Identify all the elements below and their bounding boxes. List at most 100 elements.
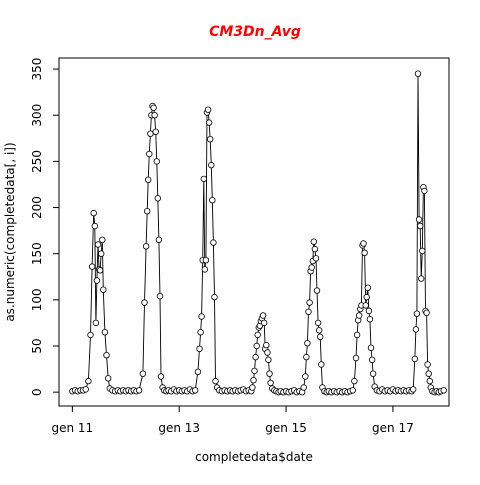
data-point bbox=[152, 128, 159, 135]
data-point bbox=[87, 331, 94, 339]
data-point bbox=[265, 356, 272, 363]
data-point bbox=[306, 299, 313, 306]
data-point bbox=[196, 345, 203, 352]
data-point bbox=[418, 275, 425, 282]
data-point bbox=[97, 250, 105, 257]
data-point bbox=[204, 106, 212, 113]
y-tick-label: 150 bbox=[30, 242, 44, 265]
data-point bbox=[93, 277, 101, 284]
data-point bbox=[363, 293, 370, 301]
data-point bbox=[91, 222, 98, 230]
x-tick-label: gen 13 bbox=[158, 421, 200, 435]
data-point bbox=[353, 331, 361, 339]
data-point bbox=[314, 319, 322, 327]
data-point bbox=[142, 243, 150, 250]
data-point bbox=[263, 341, 270, 349]
y-tick-label: 200 bbox=[30, 196, 44, 219]
data-point bbox=[304, 340, 311, 347]
data-point bbox=[210, 239, 217, 246]
data-point bbox=[139, 370, 147, 377]
data-point bbox=[251, 367, 258, 375]
data-point bbox=[303, 353, 310, 361]
data-point bbox=[156, 293, 164, 300]
data-point bbox=[440, 387, 447, 394]
data-point bbox=[413, 310, 421, 317]
data-point bbox=[360, 240, 367, 247]
plot-frame bbox=[58, 57, 450, 407]
data-point bbox=[209, 196, 216, 204]
data-point bbox=[300, 384, 307, 391]
data-point bbox=[146, 150, 153, 158]
data-point bbox=[253, 342, 260, 350]
data-point bbox=[410, 386, 417, 393]
data-point bbox=[424, 361, 431, 368]
x-tick-label: gen 17 bbox=[372, 421, 414, 435]
data-point bbox=[101, 329, 109, 336]
data-point bbox=[311, 245, 319, 253]
data-point bbox=[212, 377, 219, 385]
data-point bbox=[423, 309, 430, 316]
data-point bbox=[415, 216, 423, 223]
data-point bbox=[411, 355, 418, 363]
data-point bbox=[200, 175, 207, 183]
data-point bbox=[202, 257, 210, 264]
data-point bbox=[155, 236, 163, 243]
data-point bbox=[349, 387, 356, 394]
data-point bbox=[310, 238, 317, 245]
data-point bbox=[421, 187, 428, 195]
x-axis-label: completedata$date bbox=[195, 450, 313, 464]
data-point bbox=[151, 111, 158, 119]
data-point bbox=[366, 316, 374, 323]
data-point bbox=[356, 312, 363, 319]
data-point bbox=[362, 302, 369, 309]
data-point bbox=[201, 266, 208, 273]
data-point bbox=[99, 236, 106, 243]
data-point bbox=[100, 286, 107, 293]
series-points-group bbox=[69, 70, 447, 396]
data-point bbox=[141, 299, 148, 306]
data-point bbox=[259, 312, 267, 319]
y-tick-label: 300 bbox=[30, 104, 44, 127]
data-point bbox=[252, 353, 259, 361]
data-point bbox=[361, 249, 368, 256]
data-point bbox=[82, 386, 89, 393]
data-point bbox=[96, 267, 104, 274]
data-point bbox=[191, 387, 199, 394]
data-point bbox=[135, 387, 143, 394]
data-point bbox=[104, 375, 112, 382]
data-point bbox=[317, 333, 324, 340]
data-point bbox=[90, 209, 97, 217]
data-point bbox=[419, 247, 426, 255]
data-point bbox=[250, 377, 257, 384]
data-point bbox=[302, 373, 309, 380]
data-point bbox=[364, 284, 371, 291]
y-axis: 0 50 100 150 200 250 300 350 bbox=[30, 58, 59, 396]
data-point bbox=[426, 377, 433, 385]
data-point bbox=[147, 130, 154, 137]
data-point bbox=[261, 319, 268, 327]
data-point bbox=[414, 70, 422, 77]
x-tick-label: gen 15 bbox=[265, 421, 307, 435]
data-point bbox=[412, 326, 420, 333]
data-point bbox=[103, 352, 110, 359]
y-tick-label: 350 bbox=[30, 58, 44, 81]
data-point bbox=[417, 222, 424, 230]
data-point bbox=[154, 195, 161, 202]
data-point bbox=[194, 368, 202, 375]
data-point bbox=[94, 241, 102, 248]
data-point bbox=[92, 319, 100, 327]
data-point bbox=[143, 207, 151, 215]
data-point bbox=[313, 287, 321, 294]
x-tick-label: gen 11 bbox=[52, 421, 94, 435]
data-point bbox=[197, 329, 204, 336]
data-point bbox=[316, 327, 323, 334]
data-point bbox=[157, 373, 165, 380]
data-point bbox=[267, 379, 274, 387]
data-point bbox=[266, 370, 273, 377]
data-point bbox=[249, 384, 256, 391]
y-tick-label: 250 bbox=[30, 150, 44, 173]
data-point bbox=[254, 331, 261, 339]
data-point bbox=[153, 158, 160, 165]
